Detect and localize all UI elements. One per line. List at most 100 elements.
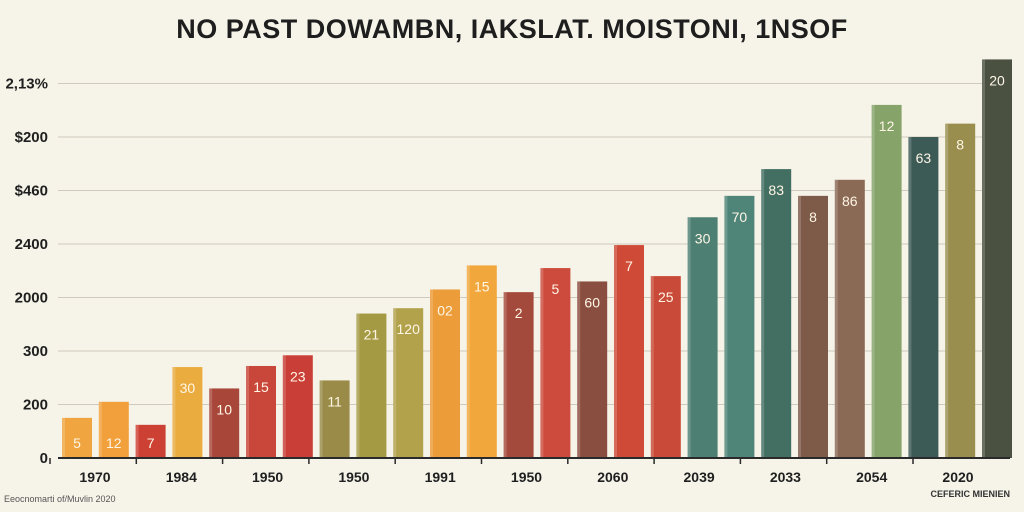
x-tick-label: 1970 xyxy=(79,469,110,485)
bar xyxy=(614,245,644,458)
data-label: 25 xyxy=(658,289,674,305)
data-label: 21 xyxy=(364,327,380,343)
data-label: 12 xyxy=(879,118,895,134)
bar-highlight xyxy=(246,365,249,458)
bar-highlight xyxy=(393,308,397,458)
x-tick-labels: 1970 1984 1950 1950 1991 1950 2060 2039 2033 2054… xyxy=(49,458,974,485)
bar-highlight xyxy=(209,388,213,458)
data-label: 30 xyxy=(180,380,196,396)
bar-highlight xyxy=(834,179,838,459)
bar-highlight xyxy=(908,137,912,458)
bar-highlight xyxy=(62,417,65,458)
y-tick-label: 2400 xyxy=(15,236,48,253)
data-label: 8 xyxy=(956,137,964,153)
data-label: 15 xyxy=(253,379,269,395)
y-tick-label: 2,13% xyxy=(5,76,48,93)
bar xyxy=(319,380,350,458)
bar-highlight xyxy=(172,367,176,458)
bar-highlight xyxy=(135,424,139,458)
bar xyxy=(503,292,534,458)
data-label: 8 xyxy=(809,209,817,225)
y-tick-labels: 0 200 300 2000 2400 $460 $200 2,13% xyxy=(5,76,48,468)
data-label: 7 xyxy=(147,435,155,451)
bar xyxy=(430,289,460,458)
bar xyxy=(650,276,681,458)
data-label: 70 xyxy=(732,209,748,225)
x-tick-label: 1950 xyxy=(511,469,542,485)
y-tick-label: 200 xyxy=(23,397,48,414)
bar-highlight xyxy=(614,245,617,458)
data-label: 20 xyxy=(989,72,1005,88)
data-label: 30 xyxy=(695,230,711,246)
bars xyxy=(62,59,1012,459)
bar xyxy=(98,401,129,458)
bar-highlight xyxy=(724,195,728,458)
source-caption: Eeocnomarti of/Muvlin 2020 xyxy=(4,494,116,504)
x-tick-label: 2039 xyxy=(684,469,715,485)
data-label: 23 xyxy=(290,368,306,384)
bar xyxy=(356,313,387,458)
x-tick-label: 1991 xyxy=(425,469,456,485)
bar-highlight xyxy=(798,195,801,458)
x-tick-label: 2020 xyxy=(942,469,973,485)
bar-highlight xyxy=(650,276,654,458)
chart-title: NO PAST DOWAMBN, IAKSLAT. MOISTONI, 1NSO… xyxy=(176,14,848,44)
data-label: 15 xyxy=(474,278,490,294)
bar xyxy=(540,268,571,458)
bar xyxy=(246,365,276,458)
x-tick-label: 2033 xyxy=(770,469,801,485)
y-tick-label: $460 xyxy=(15,183,48,200)
data-label: 5 xyxy=(552,281,560,297)
bar xyxy=(135,424,166,458)
bar-highlight xyxy=(871,104,875,459)
y-tick-label: $200 xyxy=(15,129,48,146)
data-label: 120 xyxy=(397,321,421,337)
bar-highlight xyxy=(503,292,507,458)
bar xyxy=(62,417,92,458)
data-label: 63 xyxy=(916,150,932,166)
bar-highlight xyxy=(430,289,433,458)
bar xyxy=(761,169,792,458)
bar xyxy=(798,195,828,458)
bar-highlight xyxy=(577,281,581,458)
bar xyxy=(577,281,608,458)
bar-highlight xyxy=(687,217,691,458)
data-label: 12 xyxy=(106,435,122,451)
bar xyxy=(908,137,939,458)
bar xyxy=(724,195,755,458)
x-tick-label: 2060 xyxy=(597,469,628,485)
bar-highlight xyxy=(982,59,985,459)
bar-highlight xyxy=(282,355,286,458)
bar-highlight xyxy=(540,268,544,458)
bar xyxy=(209,388,240,458)
data-label: 11 xyxy=(327,393,342,409)
bar xyxy=(834,179,865,459)
bar xyxy=(945,123,976,458)
y-tick-label: 300 xyxy=(23,343,48,360)
footnote: CEFERIC MIENIEN xyxy=(930,489,1010,499)
bar-highlight xyxy=(98,401,102,458)
bar xyxy=(982,59,1012,459)
bar xyxy=(172,367,203,458)
bar xyxy=(871,104,902,459)
gridlines xyxy=(58,83,1010,405)
data-label: 5 xyxy=(73,435,81,451)
bar-highlight xyxy=(761,169,765,458)
data-label: 02 xyxy=(437,302,453,318)
bar xyxy=(393,308,424,458)
data-label: 60 xyxy=(584,294,600,310)
data-label: 7 xyxy=(625,258,633,274)
bar xyxy=(466,265,497,458)
x-tick-label: 1984 xyxy=(166,469,197,485)
bar-highlight xyxy=(945,123,949,458)
bar xyxy=(687,217,718,458)
x-tick-label: 1950 xyxy=(252,469,283,485)
y-tick-label: 0 xyxy=(40,450,48,467)
x-tick-label: 1950 xyxy=(338,469,369,485)
bar xyxy=(282,355,313,458)
data-label: 2 xyxy=(515,305,523,321)
x-tick-label: 2054 xyxy=(856,469,887,485)
bar-highlight xyxy=(356,313,360,458)
